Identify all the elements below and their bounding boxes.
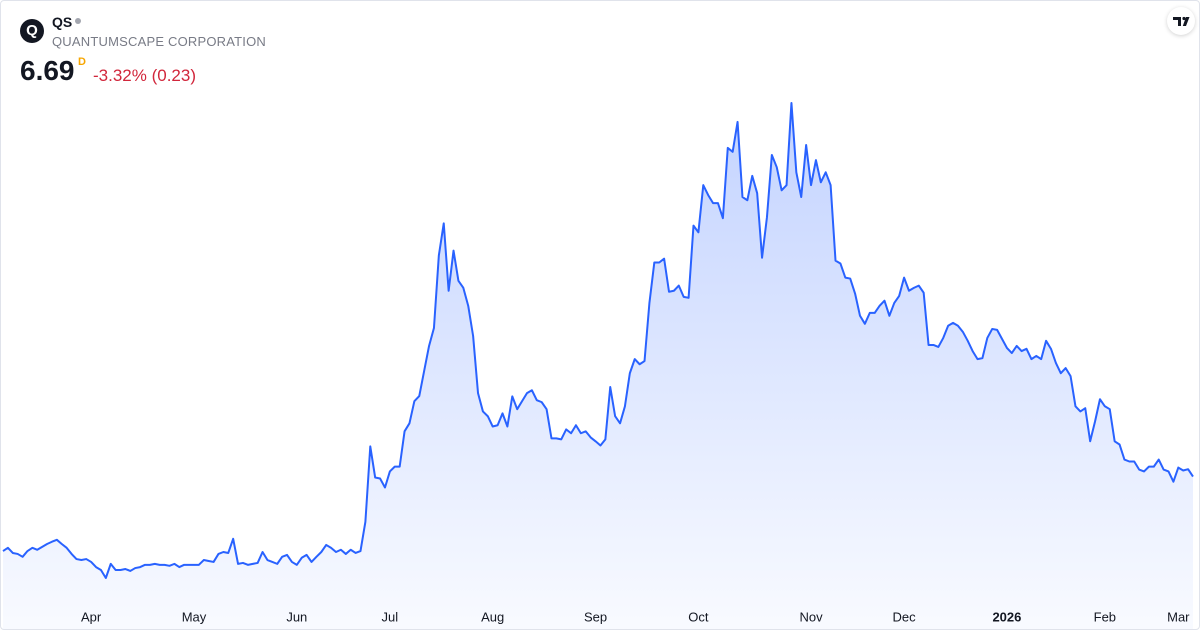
symbol-logo: Q (20, 19, 44, 43)
price-change: -3.32% (0.23) (93, 66, 196, 85)
x-tick-label: Aug (481, 609, 504, 624)
price-line (2, 102, 1194, 579)
interval: D (78, 56, 86, 68)
x-tick-label: Jun (286, 609, 307, 624)
x-tick-label: Sep (584, 609, 607, 624)
x-tick-label: Oct (688, 609, 709, 624)
x-tick-label: May (182, 609, 207, 624)
x-tick-label: Jul (382, 609, 399, 624)
x-tick-label: Nov (799, 609, 823, 624)
brand-logo[interactable] (1167, 7, 1195, 35)
x-tick-label: Dec (893, 609, 917, 624)
company-name: QUANTUMSCAPE CORPORATION (52, 34, 267, 49)
x-tick-label: Mar (1167, 609, 1190, 624)
x-tick-label: 2026 (992, 609, 1021, 624)
status-dot (75, 18, 81, 24)
brand-icon (1173, 16, 1190, 26)
x-tick-label: Apr (81, 609, 102, 624)
last-price: 6.69 (20, 55, 75, 86)
x-tick-label: Feb (1094, 609, 1116, 624)
symbol[interactable]: QS (52, 14, 73, 30)
area-fill (3, 103, 1193, 629)
